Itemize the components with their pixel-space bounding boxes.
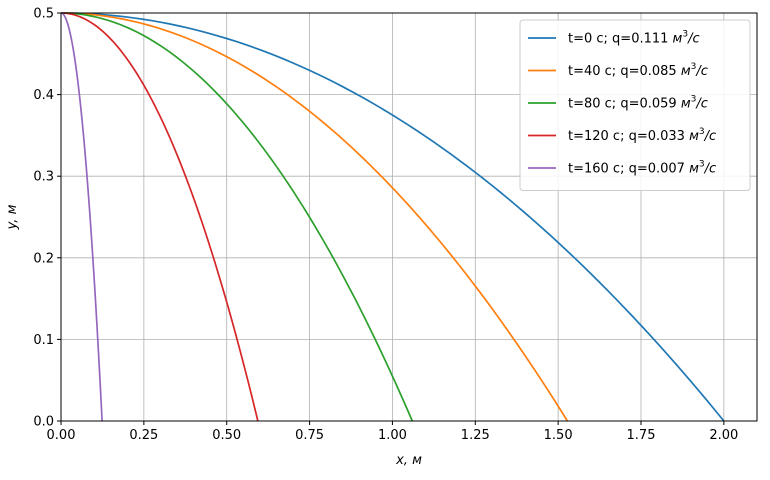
x-tick-label: 0.00 <box>47 428 76 443</box>
x-tick-label: 1.00 <box>378 428 407 443</box>
y-axis-ticks: 0.0 0.1 0.2 0.3 0.4 0.5 <box>33 7 61 430</box>
legend: t=0 с; q=0.111 м3/с t=40 с; q=0.085 м3/с t… <box>519 19 751 191</box>
series-line <box>60 12 725 422</box>
y-tick-label: 0.2 <box>33 251 54 266</box>
legend-label: t=40 с; q=0.085 м3/с <box>568 62 708 79</box>
y-tick-label: 0.4 <box>33 88 54 103</box>
legend-label: t=80 с; q=0.059 м3/с <box>568 95 708 112</box>
x-tick-label: 1.50 <box>544 428 573 443</box>
legend-label: t=0 с; q=0.111 м3/с <box>568 30 700 47</box>
y-axis-label: y, м <box>5 204 20 230</box>
series-line <box>60 12 414 422</box>
legend-label: t=160 с; q=0.007 м3/с <box>568 160 716 177</box>
y-tick-label: 0.0 <box>33 415 54 430</box>
y-tick-label: 0.5 <box>33 7 54 22</box>
series-line <box>60 12 569 422</box>
plot-lines <box>60 12 725 422</box>
y-tick-label: 0.1 <box>33 333 54 348</box>
legend-label: t=120 с; q=0.033 м3/с <box>568 127 716 144</box>
x-tick-label: 0.25 <box>129 428 158 443</box>
plot-frame <box>60 12 758 422</box>
x-tick-label: 1.25 <box>461 428 490 443</box>
y-tick-label: 0.3 <box>33 170 54 185</box>
legend-box <box>519 19 751 191</box>
x-axis-label: x, м <box>395 453 422 468</box>
x-axis-ticks: 0.00 0.25 0.50 0.75 1.00 1.25 1.50 1.75 2.00 <box>47 421 738 443</box>
series-line <box>60 12 103 422</box>
x-tick-label: 0.75 <box>295 428 324 443</box>
x-tick-label: 1.75 <box>627 428 656 443</box>
x-tick-label: 0.50 <box>212 428 241 443</box>
series-line <box>60 12 259 422</box>
x-tick-label: 2.00 <box>709 428 738 443</box>
